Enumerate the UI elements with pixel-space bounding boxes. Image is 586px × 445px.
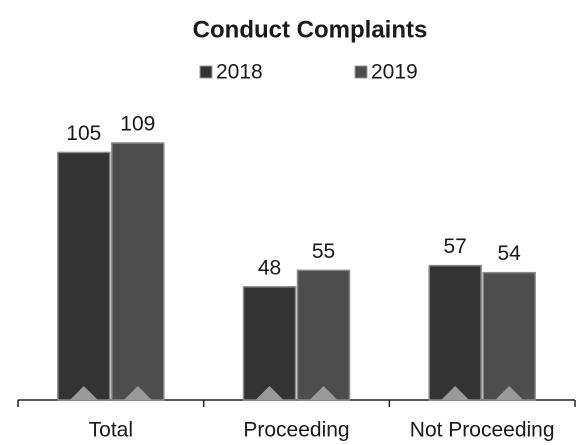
- legend-swatch: [354, 65, 368, 79]
- data-label: 109: [120, 113, 155, 136]
- bar: [242, 286, 297, 401]
- bar: [482, 271, 536, 401]
- bar-shade: [495, 386, 524, 400]
- x-tick-label: Not Proceeding: [410, 419, 555, 442]
- bar-shade: [69, 386, 98, 400]
- legend-label: 2018: [216, 61, 263, 84]
- bar: [57, 151, 111, 401]
- data-label: 105: [66, 122, 101, 145]
- bar-shade: [309, 386, 338, 400]
- bar-shade: [441, 386, 470, 400]
- data-label: 54: [497, 242, 521, 265]
- bar-shade: [123, 386, 152, 400]
- bar: [296, 269, 351, 401]
- data-label: 57: [443, 235, 466, 258]
- chart-title: Conduct Complaints: [193, 16, 428, 43]
- bar: [111, 142, 165, 401]
- x-tick-label: Total: [89, 419, 133, 442]
- data-label: 48: [258, 256, 281, 279]
- x-tick-label: Proceeding: [243, 419, 349, 442]
- bar: [428, 264, 482, 401]
- legend-label: 2019: [371, 61, 418, 84]
- data-label: 55: [312, 240, 335, 263]
- bar-shade: [255, 386, 284, 400]
- legend-swatch: [199, 65, 213, 79]
